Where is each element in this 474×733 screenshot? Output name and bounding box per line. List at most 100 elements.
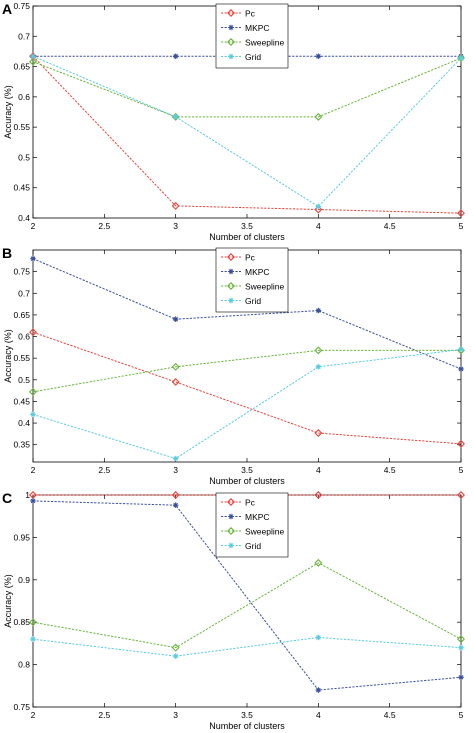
y-tick-label: 0.55 [13, 122, 30, 132]
x-tick-label: 4 [316, 465, 321, 475]
legend-marker-mkpc [228, 268, 234, 275]
y-tick-label: 0.45 [13, 183, 30, 193]
series-line-mkpc [32, 500, 462, 691]
data-point-pc [314, 429, 323, 437]
series-line-grid [32, 636, 462, 657]
y-tick-label: 0.5 [18, 375, 30, 385]
legend-label-grid: Grid [245, 296, 261, 306]
y-tick-label: 0.4 [18, 213, 30, 223]
data-point-grid [458, 346, 464, 353]
series-line-sweepline [32, 57, 462, 118]
x-tick-label: 2.5 [98, 221, 110, 231]
series-line-pc [32, 55, 462, 214]
legend-label-grid: Grid [245, 52, 261, 62]
legend-label-pc: Pc [245, 8, 256, 18]
x-axis-label: Number of clusters [209, 721, 285, 731]
series-line-sweepline [32, 562, 462, 649]
data-point-mkpc [172, 53, 179, 60]
legend-marker-sweepline [227, 282, 235, 290]
data-point-sweepline [314, 112, 323, 121]
legend-box [215, 247, 289, 313]
y-tick-label: 0.7 [18, 31, 30, 41]
series-sweepline [29, 54, 465, 121]
y-tick-label: 0.8 [18, 660, 30, 670]
y-axis-label: Accuracy (%) [3, 574, 13, 628]
x-tick-label: 3.5 [241, 710, 253, 720]
series-line-grid [32, 55, 462, 208]
y-tick-label: 0.35 [13, 440, 30, 450]
x-tick-label: 3.5 [241, 465, 253, 475]
y-tick-label: 0.9 [18, 575, 30, 585]
legend: Pc MKPC Sweepline Grid [215, 3, 289, 69]
data-point-grid [172, 114, 179, 120]
y-tick-label: 0.85 [13, 617, 30, 627]
data-point-pc [171, 377, 180, 386]
legend-box [215, 492, 289, 558]
chart-svg: A 2 2.5 3 3.5 4 4.5 5 0.4 0.45 0.5 0.55 0.6 0.65 0.7 0.… [2, 1, 465, 242]
legend-marker-pc [227, 9, 235, 17]
data-point-mkpc [458, 366, 464, 372]
data-point-grid [30, 411, 36, 418]
y-tick-label: 0.65 [13, 62, 30, 72]
data-point-grid [30, 53, 36, 60]
y-tick-label: 0.5 [18, 152, 30, 162]
data-point-mkpc [30, 498, 36, 504]
chart-svg: C 2 2.5 3 3.5 4 4.5 5 0.75 0.8 0.85 0.9 0.95 1 Number … [2, 490, 465, 731]
data-point-sweepline [29, 57, 37, 66]
x-tick-label: 5 [459, 465, 464, 475]
x-axis-label: Number of clusters [209, 476, 285, 486]
chart-panel-c: C 2 2.5 3 3.5 4 4.5 5 0.75 0.8 0.85 0.9 0.95 1 Number … [0, 489, 474, 733]
series-line-grid [32, 349, 462, 460]
chart-svg: B 2 2.5 3 3.5 4 4.5 5 0.35 0.4 0.45 0.5 0.55 0.6 0.65 0… [2, 245, 465, 486]
data-point-pc [314, 491, 323, 499]
legend-label-pc: Pc [245, 497, 256, 507]
legend-box [215, 3, 289, 69]
series-mkpc [30, 255, 464, 372]
x-tick-label: 2 [31, 710, 36, 720]
data-point-sweepline [171, 362, 180, 371]
x-tick-label: 2 [31, 221, 36, 231]
series-line-sweepline [32, 349, 461, 393]
x-tick-label: 5 [459, 221, 464, 231]
legend-label-sweepline: Sweepline [245, 37, 284, 47]
y-tick-label: 0.55 [13, 353, 30, 363]
y-tick-label: 0.65 [13, 310, 30, 320]
y-tick-label: 0.7 [18, 288, 30, 298]
x-tick-label: 3 [173, 221, 178, 231]
x-tick-label: 2.5 [98, 465, 110, 475]
x-axis-label: Number of clusters [209, 232, 285, 242]
legend-marker-mkpc [228, 513, 234, 520]
data-point-sweepline [29, 618, 37, 627]
legend-marker-sweepline [227, 38, 235, 46]
series-mkpc [30, 498, 464, 693]
panel-label: A [2, 1, 12, 17]
x-tick-label: 4.5 [384, 710, 396, 720]
legend-label-grid: Grid [245, 541, 261, 551]
data-point-grid [30, 636, 36, 642]
series-grid [30, 53, 464, 210]
data-point-grid [315, 364, 322, 370]
y-tick-label: 0.45 [13, 396, 30, 406]
chart-panel-b: B 2 2.5 3 3.5 4 4.5 5 0.35 0.4 0.45 0.5 0.55 0.6 0.65 0… [0, 244, 474, 488]
y-tick-label: 0.75 [13, 267, 30, 277]
series-grid [30, 634, 464, 659]
y-axis-label: Accuracy (%) [3, 85, 13, 139]
series-pc [29, 328, 465, 448]
legend: Pc MKPC Sweepline Grid [215, 492, 289, 558]
x-tick-label: 3.5 [241, 221, 253, 231]
data-point-grid [458, 55, 464, 61]
legend-marker-grid [228, 297, 234, 304]
legend-label-pc: Pc [245, 252, 256, 262]
y-tick-label: 0.6 [18, 332, 30, 342]
data-point-pc [171, 491, 180, 499]
data-point-mkpc [172, 502, 179, 508]
data-point-mkpc [315, 307, 322, 314]
series-line-pc [32, 331, 462, 445]
data-point-sweepline [314, 558, 323, 567]
panel-label: B [2, 245, 12, 261]
data-point-mkpc [458, 674, 464, 681]
data-point-grid [315, 203, 322, 210]
legend-marker-pc [227, 498, 235, 506]
data-point-pc [457, 491, 465, 499]
x-tick-label: 5 [459, 710, 464, 720]
